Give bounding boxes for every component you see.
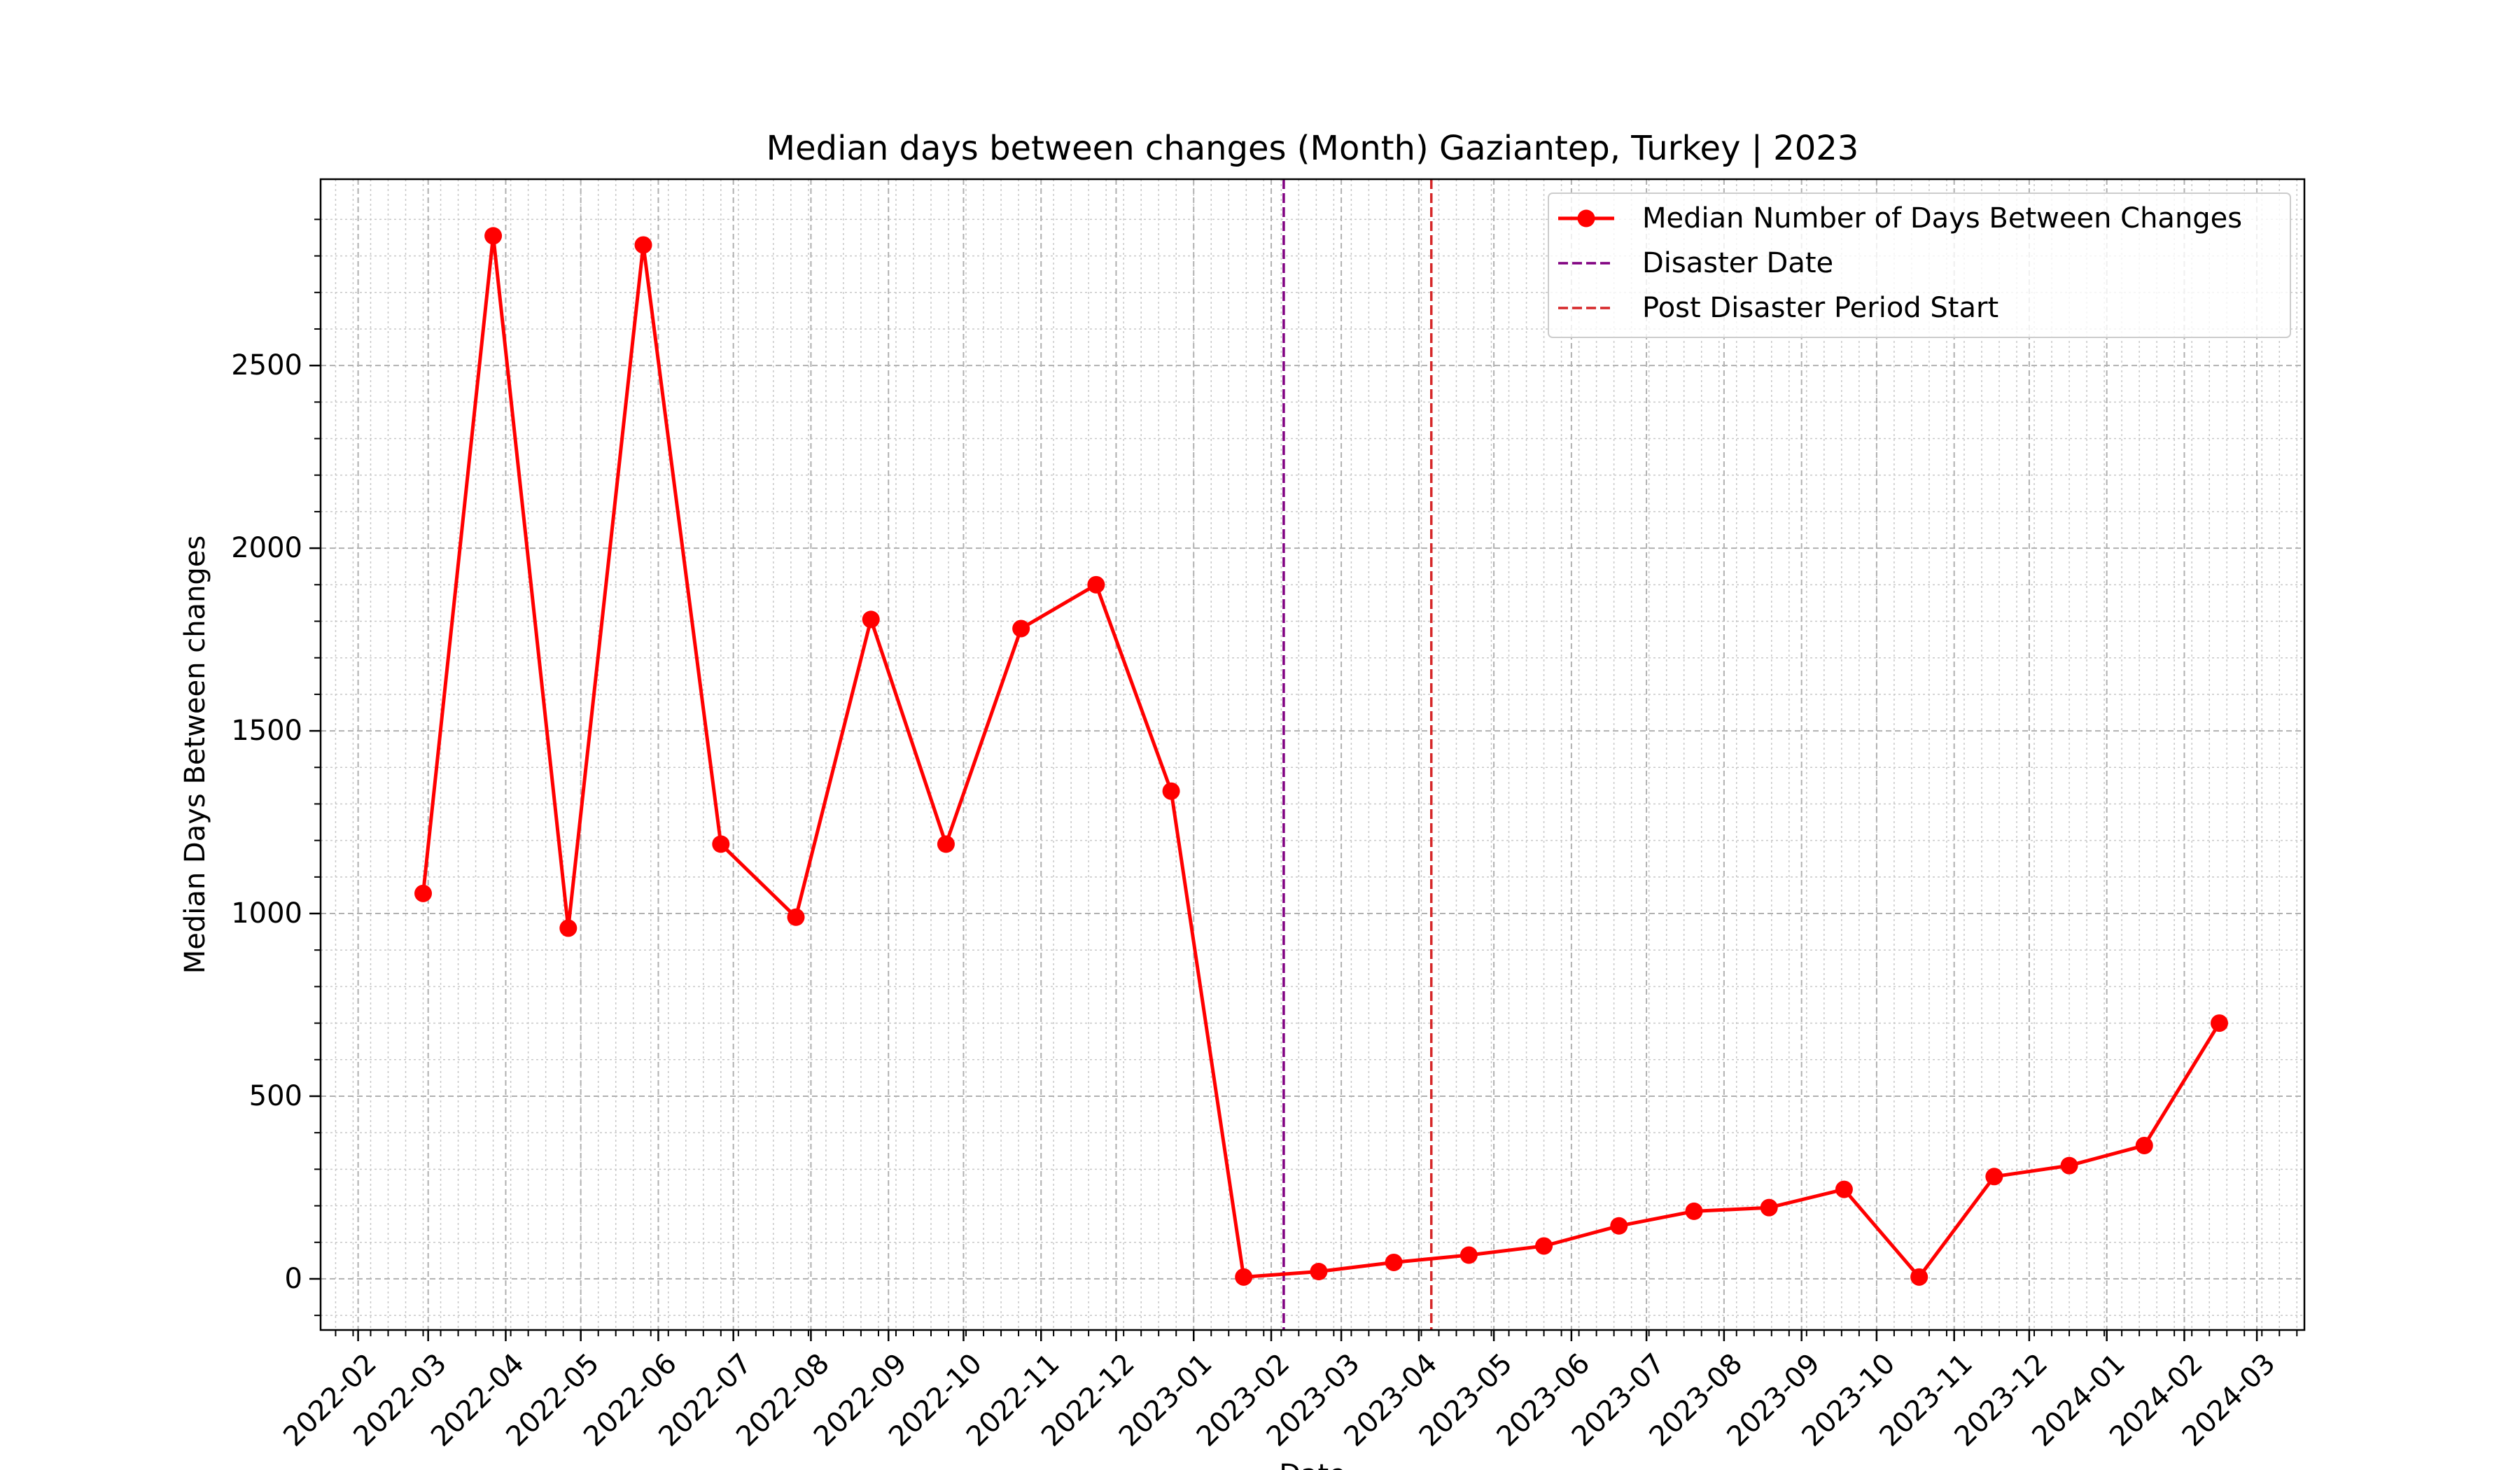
data-point: [559, 919, 578, 937]
data-point: [1385, 1253, 1403, 1271]
data-point: [1087, 575, 1105, 594]
legend-label-disaster-date: Disaster Date: [1642, 247, 1833, 279]
y-tick-label: 2500: [231, 349, 302, 382]
series-layer: [414, 227, 2228, 1286]
data-point: [1235, 1268, 1253, 1286]
data-point: [1835, 1180, 1853, 1198]
x-axis-label: Date: [1279, 1459, 1346, 1470]
data-point: [484, 227, 503, 245]
data-point: [414, 884, 433, 902]
legend: Median Number of Days Between Changes Di…: [1548, 192, 2291, 338]
event-lines: [1282, 179, 1433, 1330]
plot-area-frame: [319, 178, 2306, 1331]
y-tick-label: 1500: [231, 715, 302, 747]
y-axis-label: Median Days Between changes: [179, 536, 211, 974]
data-point: [1012, 620, 1030, 638]
data-point: [1162, 782, 1180, 800]
y-tick-label: 0: [285, 1263, 302, 1295]
data-point: [862, 610, 880, 629]
data-point: [1310, 1262, 1328, 1280]
y-tick-label: 2000: [231, 532, 302, 564]
data-point: [2210, 1014, 2228, 1032]
chart-title: Median days between changes (Month) Gazi…: [766, 129, 1859, 168]
data-point: [937, 835, 955, 853]
data-point: [1685, 1202, 1703, 1220]
data-point: [2060, 1156, 2078, 1175]
data-point: [634, 236, 652, 254]
data-point: [1910, 1268, 1928, 1286]
y-tick-label: 1000: [231, 897, 302, 930]
data-point: [1760, 1198, 1778, 1217]
data-point: [2135, 1136, 2153, 1154]
legend-marker-series: [1577, 209, 1595, 227]
y-tick-label: 500: [249, 1080, 302, 1112]
legend-label-series: Median Number of Days Between Changes: [1642, 202, 2242, 234]
data-point: [712, 835, 730, 853]
data-point: [1535, 1237, 1553, 1255]
legend-label-post-disaster: Post Disaster Period Start: [1642, 292, 1998, 324]
data-point: [1610, 1217, 1628, 1235]
data-point: [1985, 1168, 2003, 1186]
legend-box: [1548, 192, 2291, 338]
data-point: [787, 908, 805, 926]
data-point: [1460, 1246, 1478, 1264]
